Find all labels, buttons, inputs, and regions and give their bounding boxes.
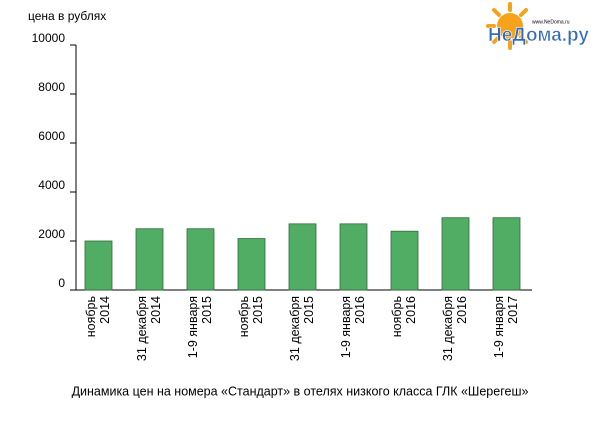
x-tick-label: 2014 bbox=[149, 296, 163, 324]
logo: www.NeDoma.ru НеДома.ру bbox=[486, 2, 590, 50]
y-axis-label: цена в рублях bbox=[28, 9, 106, 23]
bar bbox=[135, 228, 164, 291]
y-tick-label: 6000 bbox=[38, 129, 65, 143]
x-tick-label: 1-9 января bbox=[492, 296, 506, 358]
x-tick-label: 2016 bbox=[404, 296, 418, 324]
x-tick-label: 2015 bbox=[251, 296, 265, 324]
y-tick-label: 2000 bbox=[38, 227, 65, 241]
x-tick-label: 1-9 января bbox=[339, 296, 353, 358]
x-tick-label: ноябрь bbox=[237, 296, 251, 337]
bar bbox=[339, 223, 368, 291]
x-tick-label: ноябрь bbox=[390, 296, 404, 337]
logo-text: НеДома.ру bbox=[488, 25, 589, 46]
x-tick-label: 2016 bbox=[353, 296, 367, 324]
bar bbox=[84, 240, 113, 291]
logo-sun bbox=[486, 2, 528, 50]
bar bbox=[186, 228, 215, 291]
x-tick-label: 31 декабря bbox=[135, 296, 149, 361]
x-tick-label: 2015 bbox=[200, 296, 214, 324]
x-tick-label: 2016 bbox=[455, 296, 469, 324]
y-tick-label: 4000 bbox=[38, 178, 65, 192]
x-tick-label: 2014 bbox=[98, 296, 112, 324]
y-tick-label: 0 bbox=[58, 276, 65, 290]
x-tick-label: 31 декабря bbox=[441, 296, 455, 361]
x-tick-label: 2015 bbox=[302, 296, 316, 324]
bar bbox=[390, 230, 419, 291]
bar bbox=[288, 223, 317, 291]
bar bbox=[492, 217, 521, 291]
bar bbox=[441, 217, 470, 291]
logo-url: www.NeDoma.ru bbox=[532, 19, 570, 25]
x-tick-label: 31 декабря bbox=[288, 296, 302, 361]
x-tick-label: 2017 bbox=[506, 296, 520, 324]
y-tick-label: 8000 bbox=[38, 80, 65, 94]
x-tick-label: 1-9 января bbox=[186, 296, 200, 358]
x-tick-label: ноябрь bbox=[84, 296, 98, 337]
bar bbox=[237, 238, 266, 291]
y-tick-label: 10000 bbox=[32, 31, 66, 45]
chart-title: Динамика цен на номера «Стандарт» в отел… bbox=[72, 384, 529, 398]
